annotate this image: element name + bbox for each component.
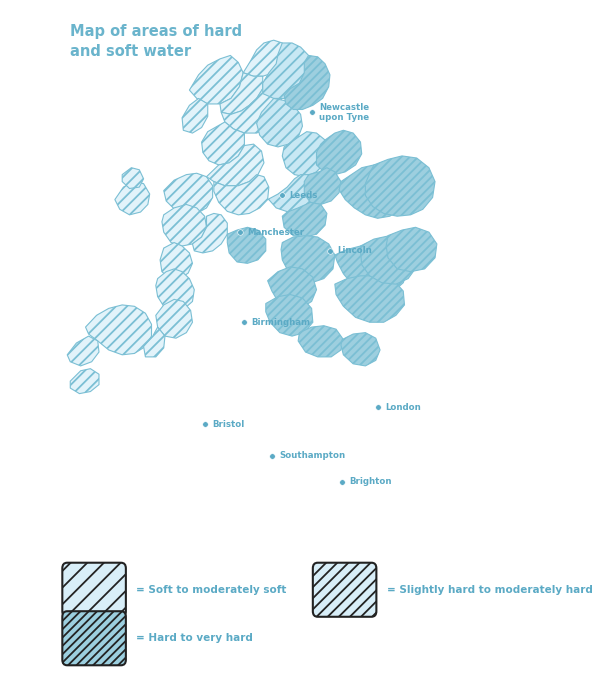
Text: Lincoln: Lincoln xyxy=(337,247,372,255)
Text: London: London xyxy=(385,403,421,412)
Text: Newcastle
upon Tyne: Newcastle upon Tyne xyxy=(319,103,369,122)
Polygon shape xyxy=(243,40,286,76)
Polygon shape xyxy=(263,43,313,98)
Polygon shape xyxy=(160,243,192,279)
Polygon shape xyxy=(298,326,343,357)
Polygon shape xyxy=(335,244,408,297)
Polygon shape xyxy=(282,132,329,177)
Text: = Soft to moderately soft: = Soft to moderately soft xyxy=(136,585,287,595)
Polygon shape xyxy=(220,73,263,114)
Polygon shape xyxy=(284,55,330,109)
Polygon shape xyxy=(266,295,313,336)
Polygon shape xyxy=(189,55,243,104)
Text: Leeds: Leeds xyxy=(290,191,318,200)
Polygon shape xyxy=(162,204,207,246)
Polygon shape xyxy=(156,269,194,310)
Polygon shape xyxy=(304,168,341,204)
Polygon shape xyxy=(365,156,435,216)
Polygon shape xyxy=(257,98,302,147)
Polygon shape xyxy=(86,305,152,355)
Polygon shape xyxy=(202,122,244,165)
Text: Manchester: Manchester xyxy=(247,228,304,236)
Polygon shape xyxy=(122,168,144,188)
Polygon shape xyxy=(115,182,150,215)
FancyBboxPatch shape xyxy=(313,563,376,617)
Text: Birmingham: Birmingham xyxy=(252,318,311,326)
Polygon shape xyxy=(144,327,165,357)
Polygon shape xyxy=(360,236,417,284)
Polygon shape xyxy=(281,236,335,283)
FancyBboxPatch shape xyxy=(62,563,126,617)
FancyBboxPatch shape xyxy=(62,611,126,665)
Polygon shape xyxy=(341,333,380,366)
Polygon shape xyxy=(156,299,192,338)
Polygon shape xyxy=(67,336,99,366)
Polygon shape xyxy=(207,144,264,186)
Text: Map of areas of hard
and soft water: Map of areas of hard and soft water xyxy=(70,24,243,59)
Polygon shape xyxy=(339,165,408,218)
Text: Bristol: Bristol xyxy=(212,420,244,428)
Text: = Slightly hard to moderately hard: = Slightly hard to moderately hard xyxy=(387,585,593,595)
Polygon shape xyxy=(70,369,99,394)
Polygon shape xyxy=(221,89,282,133)
Polygon shape xyxy=(316,130,362,175)
Polygon shape xyxy=(335,276,404,322)
Text: Southampton: Southampton xyxy=(279,452,345,460)
Polygon shape xyxy=(268,175,316,212)
Text: = Hard to very hard: = Hard to very hard xyxy=(136,633,253,643)
Polygon shape xyxy=(164,173,213,215)
Polygon shape xyxy=(386,227,437,272)
Polygon shape xyxy=(214,175,269,215)
Polygon shape xyxy=(268,267,316,308)
Polygon shape xyxy=(192,213,227,253)
Text: Brighton: Brighton xyxy=(349,477,392,486)
Polygon shape xyxy=(182,98,208,133)
Polygon shape xyxy=(282,202,327,237)
Polygon shape xyxy=(227,227,266,263)
